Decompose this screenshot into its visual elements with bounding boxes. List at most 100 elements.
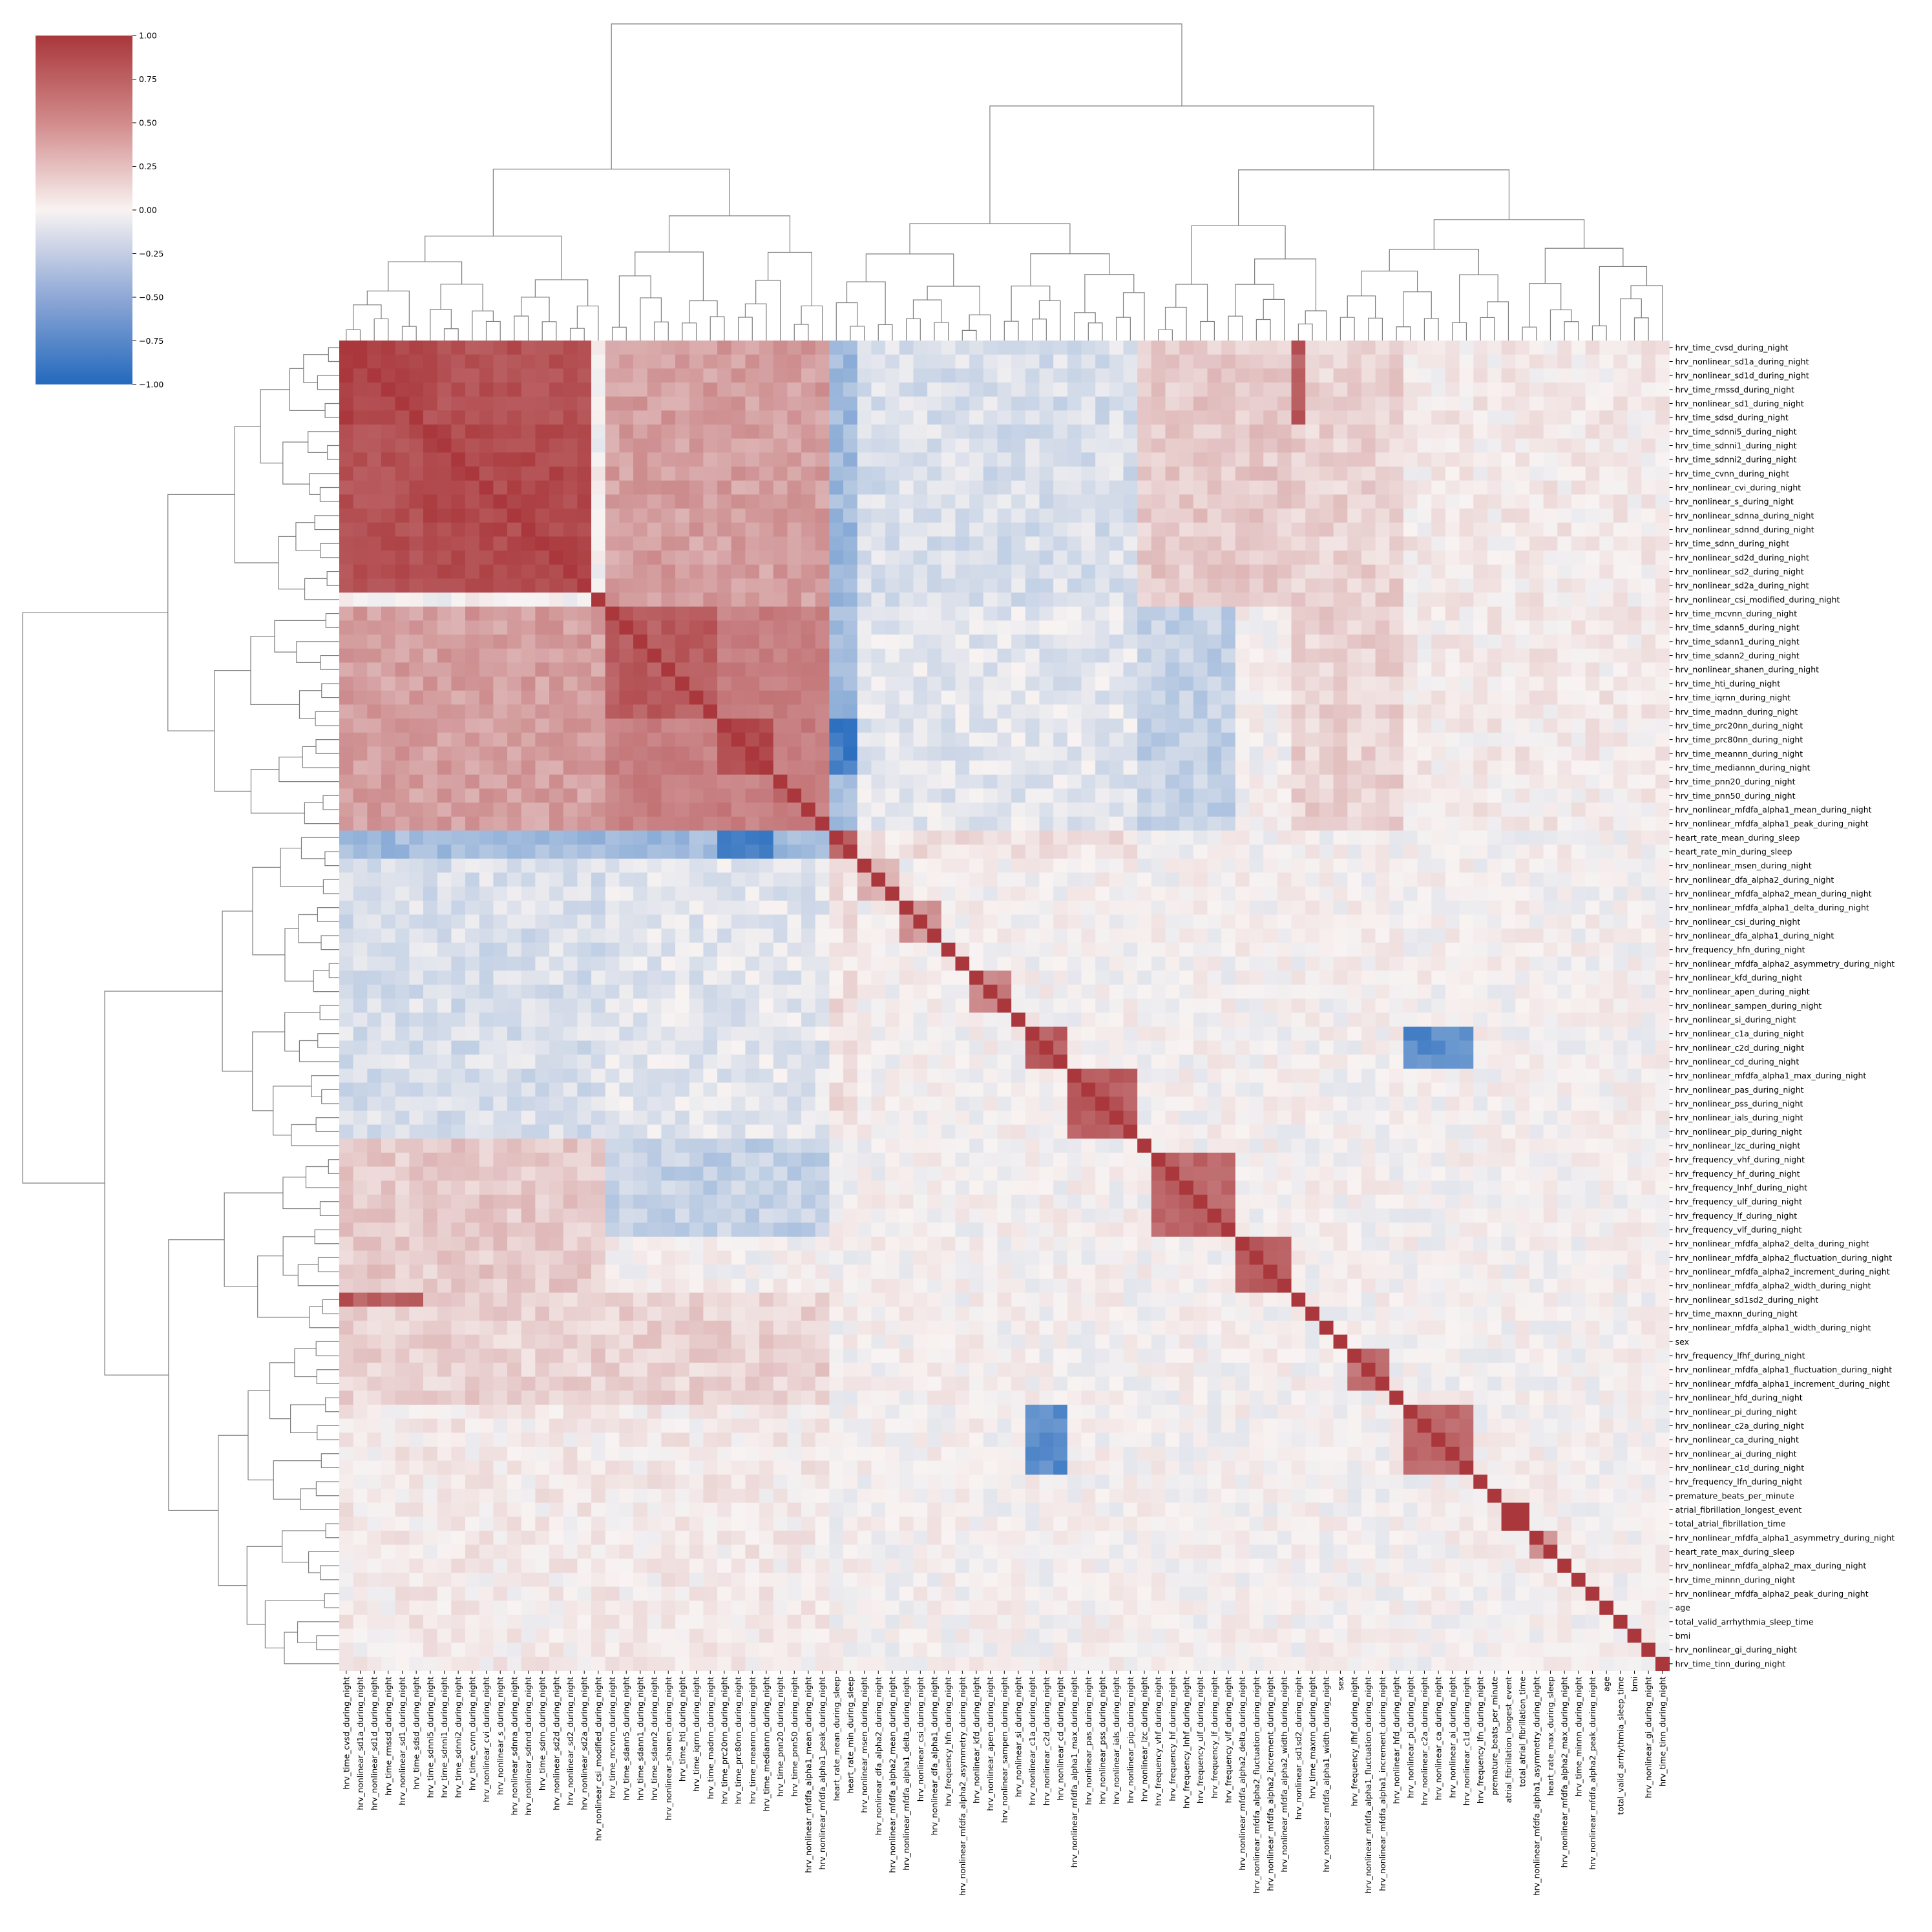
heatmap-cell — [1473, 396, 1488, 411]
heatmap-cell — [619, 690, 634, 705]
heatmap-cell — [1123, 593, 1138, 607]
heatmap-cell — [1361, 578, 1376, 593]
heatmap-cell — [591, 578, 606, 593]
heatmap-cell — [437, 858, 452, 873]
dendrogram-link — [324, 1593, 339, 1608]
heatmap-cell — [1543, 746, 1558, 761]
heatmap-cell — [1641, 480, 1656, 495]
heatmap-cell — [1627, 677, 1642, 691]
heatmap-cell — [493, 872, 508, 887]
heatmap-cell — [521, 845, 536, 859]
heatmap-cell — [941, 1026, 956, 1041]
heatmap-cell — [1221, 984, 1236, 999]
heatmap-cell — [857, 774, 872, 789]
heatmap-cell — [1585, 635, 1600, 649]
heatmap-cell — [759, 719, 774, 733]
heatmap-cell — [997, 494, 1012, 509]
heatmap-cell — [423, 341, 438, 355]
heatmap-cell — [955, 341, 970, 355]
heatmap-cell — [1529, 536, 1544, 551]
heatmap-cell — [367, 593, 382, 607]
heatmap-cell — [1207, 593, 1222, 607]
heatmap-cell — [1459, 719, 1474, 733]
heatmap-cell — [1529, 788, 1544, 803]
heatmap-cell — [1641, 1013, 1656, 1027]
heatmap-cell — [549, 606, 564, 621]
heatmap-cell — [437, 830, 452, 845]
heatmap-cell — [1655, 971, 1670, 985]
heatmap-cell — [1067, 368, 1082, 383]
heatmap-cell — [1305, 942, 1320, 957]
heatmap-cell — [633, 914, 648, 929]
heatmap-cell — [591, 704, 606, 719]
heatmap-cell — [1151, 564, 1166, 579]
heatmap-cell — [633, 732, 648, 747]
heatmap-cell — [619, 383, 634, 397]
heatmap-cell — [1599, 677, 1614, 691]
heatmap-cell — [423, 900, 438, 915]
heatmap-cell — [1053, 494, 1068, 509]
heatmap-cell — [927, 536, 942, 551]
heatmap-cell — [983, 578, 998, 593]
heatmap-cell — [1067, 1040, 1082, 1055]
heatmap-cell — [661, 425, 676, 439]
heatmap-cell — [493, 522, 508, 537]
heatmap-cell — [1095, 648, 1110, 663]
heatmap-cell — [1081, 830, 1096, 845]
heatmap-cell — [1417, 732, 1432, 747]
heatmap-cell — [1641, 845, 1656, 859]
heatmap-cell — [913, 635, 928, 649]
heatmap-cell — [1249, 774, 1264, 789]
dendrogram-link — [218, 1434, 248, 1586]
heatmap-cell — [1375, 425, 1390, 439]
heatmap-cell — [549, 732, 564, 747]
heatmap-cell — [703, 620, 718, 635]
dendrogram-link — [669, 215, 791, 253]
heatmap-cell — [633, 690, 648, 705]
heatmap-cell — [381, 564, 396, 579]
heatmap-cell — [1515, 509, 1530, 523]
heatmap-cell — [927, 746, 942, 761]
heatmap-cell — [493, 467, 508, 481]
heatmap-cell — [1599, 774, 1614, 789]
heatmap-cell — [941, 719, 956, 733]
heatmap-cell — [1459, 494, 1474, 509]
heatmap-cell — [605, 788, 620, 803]
heatmap-cell — [759, 872, 774, 887]
heatmap-cell — [1599, 522, 1614, 537]
heatmap-cell — [1473, 509, 1488, 523]
heatmap-cell — [689, 467, 704, 481]
heatmap-cell — [493, 816, 508, 831]
heatmap-cell — [1039, 704, 1054, 719]
heatmap-cell — [1067, 803, 1082, 817]
heatmap-cell — [381, 887, 396, 901]
heatmap-cell — [759, 509, 774, 523]
heatmap-cell — [1011, 383, 1026, 397]
heatmap-cell — [1291, 677, 1306, 691]
heatmap-cell — [465, 522, 480, 537]
heatmap-cell — [1249, 761, 1264, 775]
heatmap-cell — [899, 971, 914, 985]
heatmap-cell — [353, 606, 368, 621]
heatmap-cell — [423, 830, 438, 845]
heatmap-cell — [1459, 648, 1474, 663]
heatmap-cell — [577, 984, 592, 999]
heatmap-cell — [1529, 914, 1544, 929]
heatmap-cell — [1165, 942, 1180, 957]
heatmap-cell — [1501, 635, 1516, 649]
heatmap-cell — [1039, 719, 1054, 733]
heatmap-cell — [423, 746, 438, 761]
heatmap-cell — [647, 984, 662, 999]
heatmap-cell — [661, 998, 676, 1013]
heatmap-cell — [367, 606, 382, 621]
heatmap-cell — [577, 536, 592, 551]
heatmap-cell — [1655, 578, 1670, 593]
heatmap-cell — [1179, 578, 1194, 593]
heatmap-cell — [1557, 774, 1572, 789]
heatmap-cell — [521, 1026, 536, 1041]
heatmap-cell — [1417, 410, 1432, 425]
heatmap-cell — [1249, 998, 1264, 1013]
heatmap-cell — [1529, 341, 1544, 355]
heatmap-cell — [437, 368, 452, 383]
heatmap-cell — [395, 522, 410, 537]
